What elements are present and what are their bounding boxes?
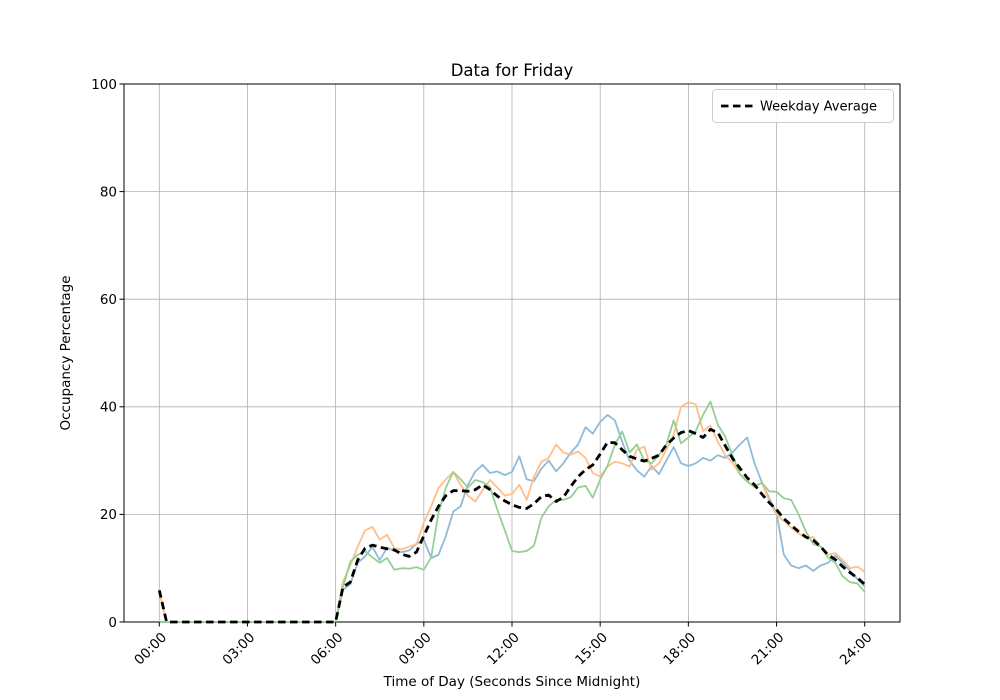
- x-tick-label-03:00: 03:00: [219, 630, 258, 669]
- grid-layer: [124, 83, 900, 623]
- y-tick-label-0: 0: [108, 615, 117, 631]
- x-tick-label-00:00: 00:00: [131, 630, 170, 669]
- y-tick-label-20: 20: [100, 507, 117, 523]
- x-axis-label: Time of Day (Seconds Since Midnight): [383, 674, 641, 690]
- legend-label: Weekday Average: [760, 100, 877, 115]
- x-tick-label-18:00: 18:00: [660, 630, 699, 669]
- x-tick-label-15:00: 15:00: [572, 630, 611, 669]
- tick-layer: 00:00 03:00 06:00 09:00 12:00 15:00 18:00 21:00…: [91, 77, 875, 669]
- y-tick-label-100: 100: [91, 77, 117, 93]
- y-tick-label-60: 60: [100, 292, 117, 308]
- legend-box: [712, 89, 894, 123]
- y-tick-label-80: 80: [100, 184, 117, 200]
- series-line-green: [159, 400, 866, 623]
- x-tick-label-21:00: 21:00: [749, 630, 788, 669]
- x-tick-label-09:00: 09:00: [396, 630, 435, 669]
- series-layer: [157, 400, 866, 624]
- series-line-weekday-average: [157, 427, 866, 624]
- x-tick-label-24:00: 24:00: [837, 630, 876, 669]
- y-axis-label: Occupancy Percentage: [58, 275, 74, 430]
- x-tick-label-12:00: 12:00: [484, 630, 523, 669]
- y-tick-label-40: 40: [100, 400, 117, 416]
- chart-title: Data for Friday: [451, 61, 574, 80]
- x-tick-label-06:00: 06:00: [308, 630, 347, 669]
- legend: Weekday Average: [712, 89, 894, 123]
